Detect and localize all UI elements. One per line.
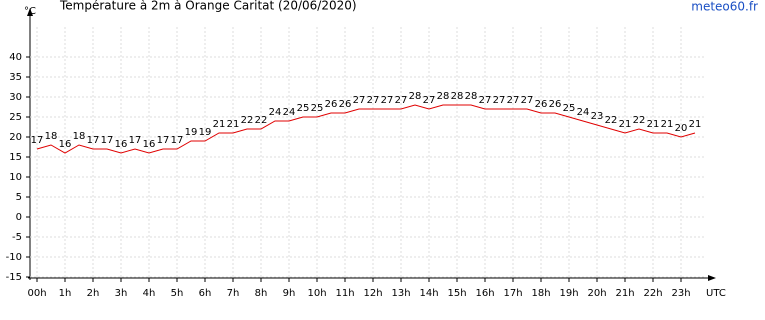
data-label: 27: [381, 95, 394, 106]
data-label: 20: [675, 123, 688, 134]
y-tick-label: 35: [9, 72, 22, 83]
x-tick-label: 20h: [587, 288, 606, 299]
data-label: 21: [619, 119, 632, 130]
data-label: 26: [535, 99, 548, 110]
source-link[interactable]: meteo60.fr: [691, 0, 758, 14]
y-arrow: [27, 8, 33, 16]
data-label: 27: [493, 95, 506, 106]
data-label: 17: [129, 135, 142, 146]
data-label: 21: [213, 119, 226, 130]
data-label: 27: [353, 95, 366, 106]
x-tick-label: 4h: [143, 288, 156, 299]
x-tick-label: 7h: [227, 288, 240, 299]
data-label: 28: [451, 91, 464, 102]
data-label: 17: [171, 135, 184, 146]
x-tick-label: 13h: [391, 288, 410, 299]
x-tick-label: 16h: [475, 288, 494, 299]
data-label: 27: [395, 95, 408, 106]
y-tick-label: 40: [9, 52, 22, 63]
data-label: 24: [577, 107, 590, 118]
data-label: 27: [479, 95, 492, 106]
data-label: 17: [101, 135, 114, 146]
data-label: 16: [59, 139, 72, 150]
data-label: 21: [661, 119, 674, 130]
data-label: 17: [31, 135, 44, 146]
y-tick-label: 15: [9, 152, 22, 163]
data-label: 21: [689, 119, 702, 130]
x-tick-label: 5h: [171, 288, 184, 299]
data-label: 22: [633, 115, 646, 126]
x-arrow: [708, 275, 716, 281]
data-label: 28: [437, 91, 450, 102]
x-tick-label: 21h: [615, 288, 634, 299]
data-label: 24: [269, 107, 282, 118]
data-label: 17: [157, 135, 170, 146]
data-label: 27: [367, 95, 380, 106]
data-label: 27: [423, 95, 436, 106]
data-label: 25: [297, 103, 310, 114]
data-label: 23: [591, 111, 604, 122]
y-tick-label: -15: [6, 272, 22, 283]
x-tick-label: 2h: [87, 288, 100, 299]
x-unit: UTC: [706, 288, 726, 299]
y-tick-label: 5: [16, 192, 22, 203]
x-tick-label: 6h: [199, 288, 212, 299]
x-tick-label: 15h: [447, 288, 466, 299]
x-tick-label: 19h: [559, 288, 578, 299]
data-label: 22: [241, 115, 254, 126]
data-label: 16: [115, 139, 128, 150]
data-label: 17: [87, 135, 100, 146]
data-label: 28: [465, 91, 478, 102]
y-tick-label: -10: [6, 252, 22, 263]
data-label: 25: [563, 103, 576, 114]
x-tick-label: 1h: [59, 288, 72, 299]
x-tick-label: 18h: [531, 288, 550, 299]
x-tick-label: 23h: [671, 288, 690, 299]
x-tick-label: 3h: [115, 288, 128, 299]
x-tick-label: 9h: [283, 288, 296, 299]
data-label: 24: [283, 107, 296, 118]
chart-title: Température à 2m à Orange Caritat (20/06…: [59, 0, 357, 13]
data-label: 27: [521, 95, 534, 106]
y-tick-label: 20: [9, 132, 22, 143]
data-label: 16: [143, 139, 156, 150]
x-tick-label: 17h: [503, 288, 522, 299]
temperature-line: [36, 104, 696, 154]
data-label: 19: [185, 127, 198, 138]
y-tick-label: -5: [12, 232, 22, 243]
x-tick-label: 14h: [419, 288, 438, 299]
data-label: 26: [549, 99, 562, 110]
data-label: 28: [409, 91, 422, 102]
data-label: 18: [73, 131, 86, 142]
x-tick-label: 22h: [643, 288, 662, 299]
data-label: 25: [311, 103, 324, 114]
y-tick-label: 25: [9, 112, 22, 123]
x-tick-label: 00h: [27, 288, 46, 299]
x-tick-label: 12h: [363, 288, 382, 299]
data-label: 22: [605, 115, 618, 126]
data-label: 26: [325, 99, 338, 110]
data-label: 27: [507, 95, 520, 106]
x-tick-label: 10h: [307, 288, 326, 299]
x-tick-label: 11h: [335, 288, 354, 299]
data-label: 19: [199, 127, 212, 138]
data-label: 18: [45, 131, 58, 142]
x-tick-label: 8h: [255, 288, 268, 299]
data-label: 21: [227, 119, 240, 130]
data-label: 21: [647, 119, 660, 130]
y-tick-label: 10: [9, 172, 22, 183]
y-tick-label: 0: [16, 212, 22, 223]
y-tick-label: 30: [9, 92, 22, 103]
data-label: 26: [339, 99, 352, 110]
data-label: 22: [255, 115, 268, 126]
